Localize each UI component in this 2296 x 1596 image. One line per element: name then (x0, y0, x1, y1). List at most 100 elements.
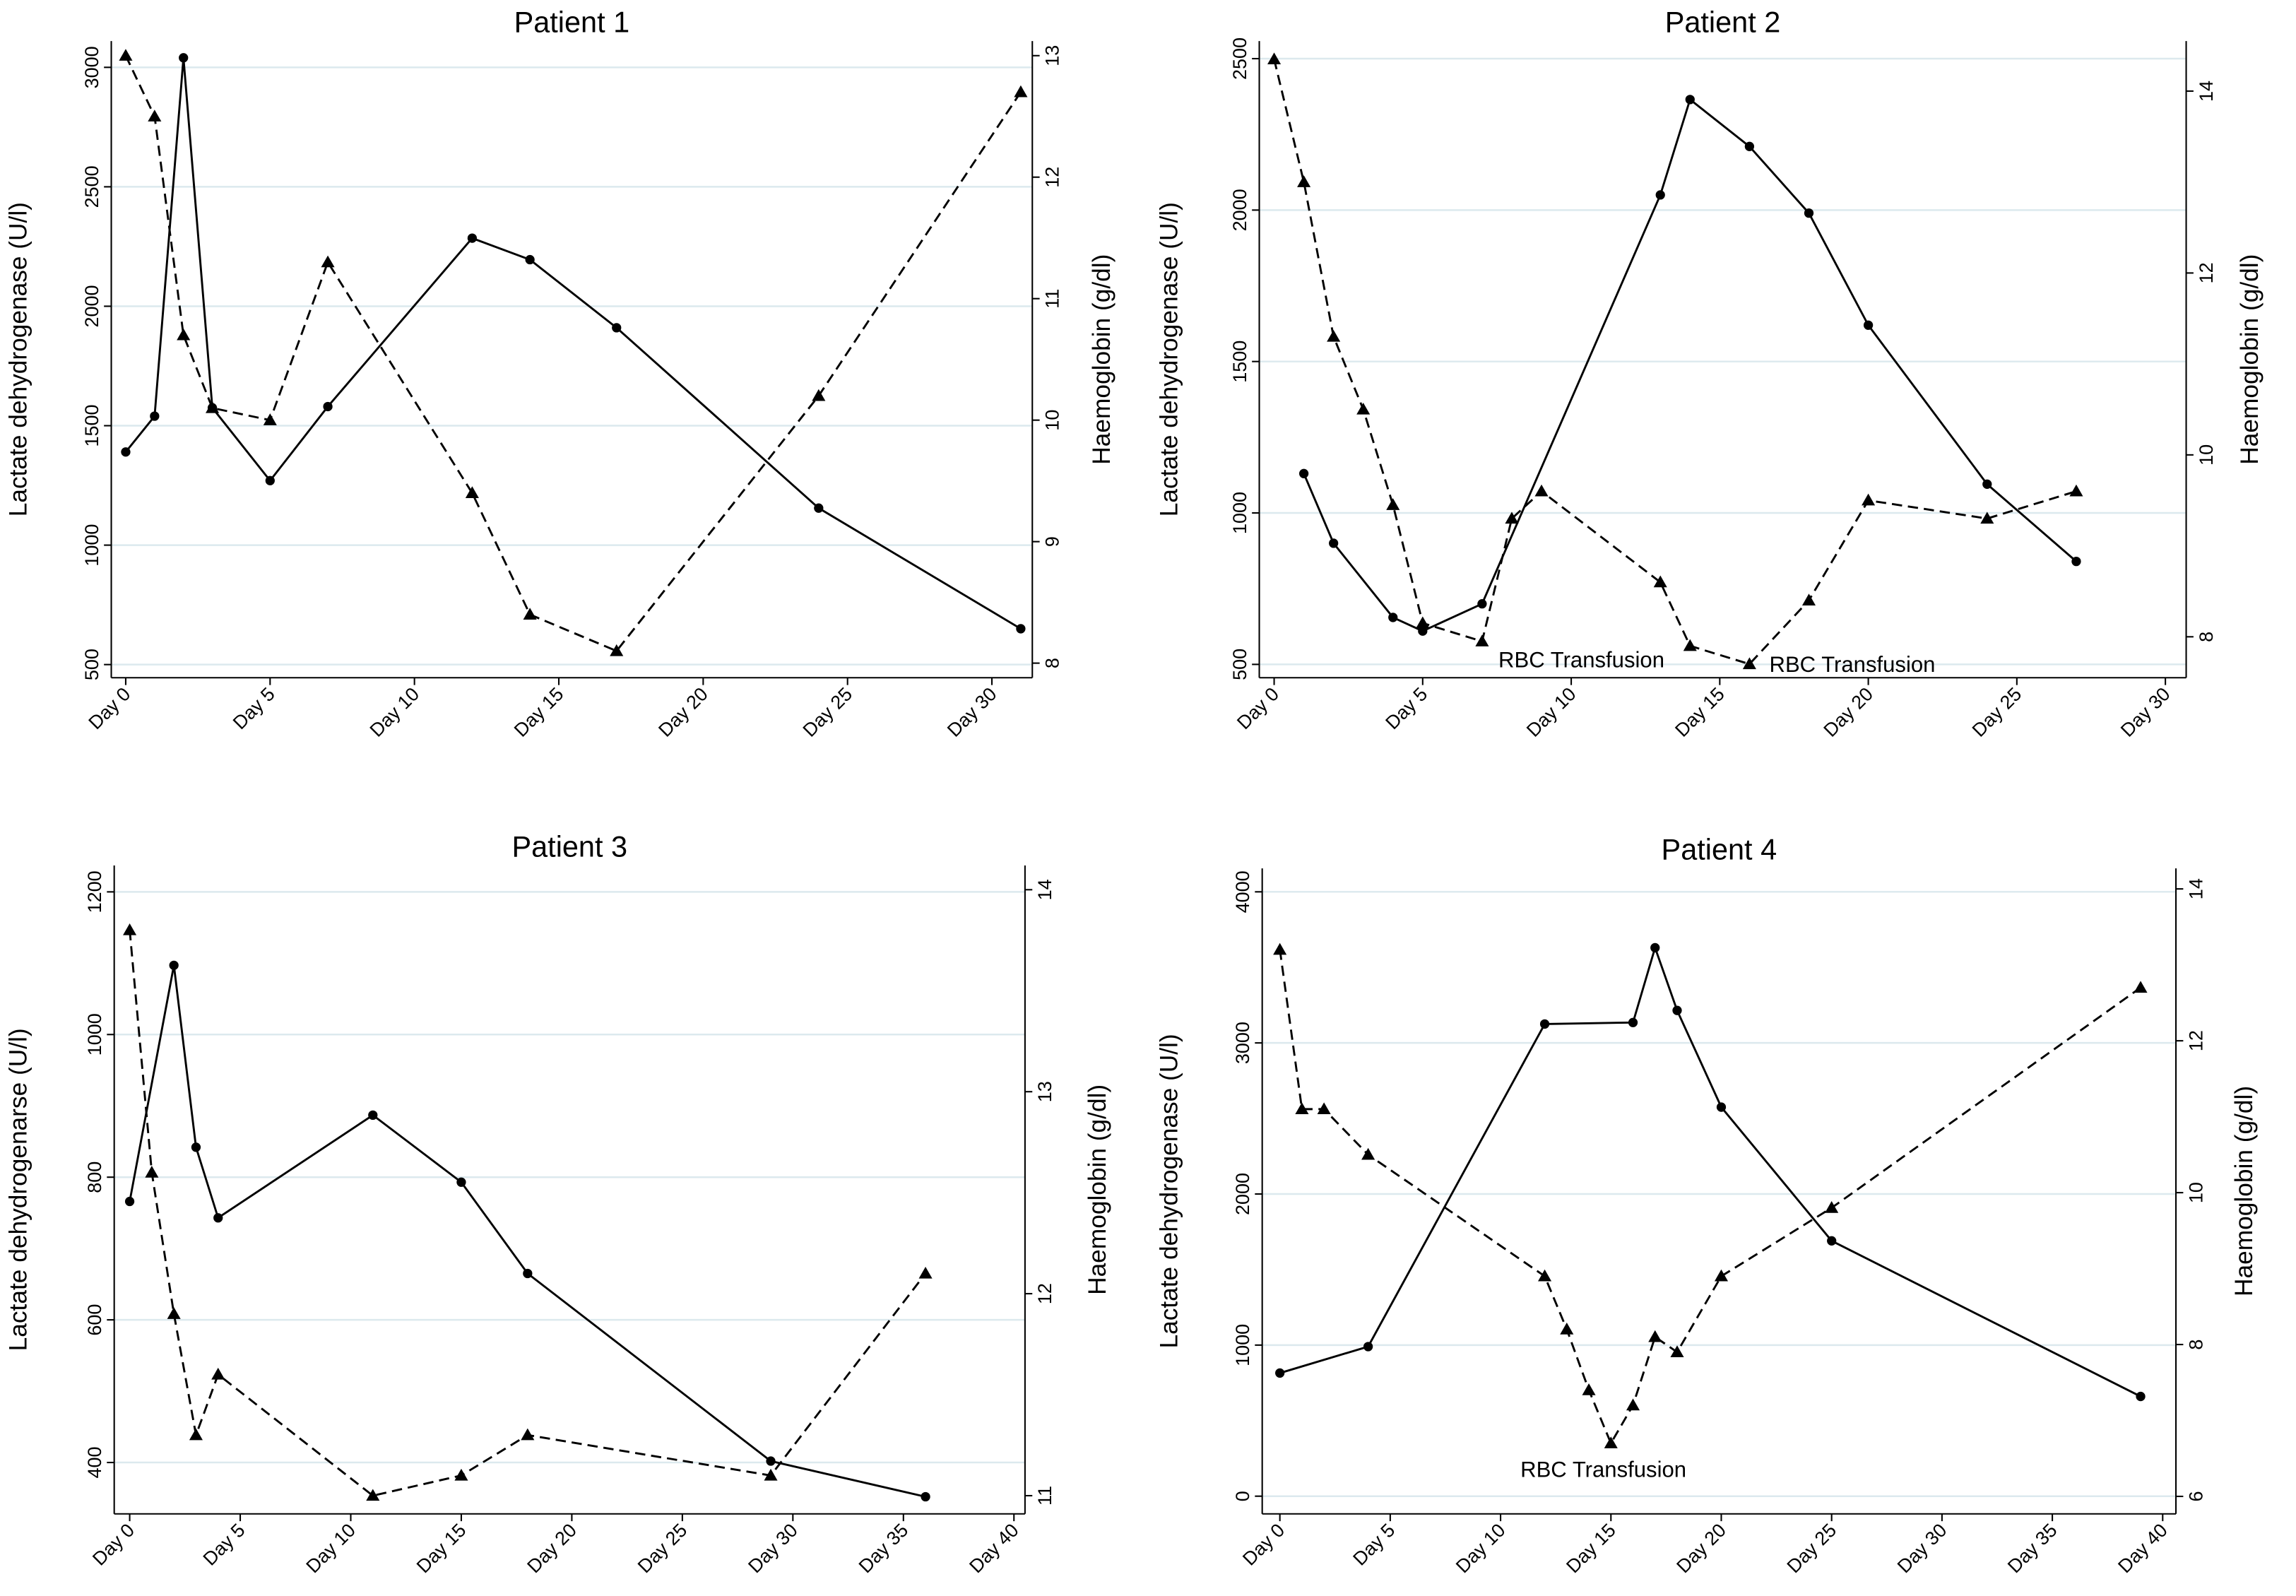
data-point (764, 1468, 778, 1481)
series-line (1273, 59, 2077, 666)
data-point (213, 1213, 223, 1223)
data-point (119, 49, 133, 61)
data-point (145, 1166, 159, 1178)
y-tick-label: 600 (84, 1304, 105, 1336)
y2-tick-label: 12 (2196, 262, 2217, 283)
chart-title: Patient 3 (512, 830, 628, 863)
annotation: RBC Transfusion (1769, 652, 1935, 677)
y2-tick-label: 12 (1034, 1283, 1055, 1304)
y2-tick-label: 13 (1034, 1081, 1055, 1102)
data-point (812, 389, 826, 401)
data-point (1655, 190, 1665, 200)
data-point (918, 1266, 933, 1279)
data-point (1361, 1147, 1375, 1160)
data-point (1363, 1342, 1373, 1352)
data-point (1683, 639, 1697, 651)
data-point (1670, 1345, 1684, 1357)
data-point (1714, 1269, 1729, 1282)
data-point (177, 328, 191, 341)
y-tick-label: 2500 (1229, 37, 1250, 80)
x-tick-label: Day 0 (1233, 683, 1283, 733)
y2-axis-label: Haemoglobin (g/dl) (1088, 254, 1116, 465)
data-point (368, 1110, 378, 1121)
data-point (456, 1177, 466, 1187)
x-tick-label: Day 30 (943, 683, 1001, 741)
y-axis-label: Lactate dehydrogenase (U/l) (4, 202, 32, 516)
x-tick-label: Day 25 (634, 1520, 692, 1578)
y2-tick-label: 10 (1042, 410, 1063, 431)
data-point (1982, 479, 1992, 489)
data-point (523, 608, 537, 620)
data-point (1648, 1330, 1662, 1342)
y2-tick-label: 14 (2196, 81, 2217, 102)
x-tick-label: Day 10 (302, 1520, 360, 1578)
y-tick-label: 500 (1229, 649, 1250, 680)
data-point (1742, 657, 1756, 670)
x-tick-label: Day 10 (366, 683, 424, 741)
data-point (265, 475, 275, 485)
x-tick-label: Day 40 (2114, 1520, 2172, 1578)
annotation: RBC Transfusion (1520, 1458, 1686, 1482)
data-point (1295, 1102, 1309, 1115)
data-point (1604, 1436, 1618, 1448)
y-tick-label: 0 (1232, 1491, 1253, 1501)
data-point (1275, 1368, 1285, 1378)
data-point (1317, 1102, 1331, 1115)
data-point (148, 110, 162, 122)
panel: 0 1000 2000 3000 4000 6 8 10 12 14 Day 0 Day 5 Day 1… (1155, 833, 2257, 1578)
data-point (191, 1142, 201, 1152)
data-point (1356, 402, 1371, 415)
x-tick-label: Day 0 (88, 1520, 138, 1570)
data-point (1388, 613, 1398, 622)
x-tick-label: Day 10 (1522, 683, 1580, 741)
series-line (124, 57, 1022, 630)
data-point (179, 53, 189, 63)
y2-tick-label: 11 (1042, 289, 1063, 309)
y-tick-label: 1200 (84, 870, 105, 913)
data-point (124, 1196, 135, 1207)
y-tick-label: 1500 (1229, 341, 1250, 383)
data-point (323, 401, 333, 412)
y2-tick-label: 12 (2185, 1030, 2206, 1051)
data-point (612, 323, 622, 333)
series-line (1303, 97, 2077, 632)
x-tick-label: Day 20 (654, 683, 712, 741)
x-tick-label: Day 15 (1562, 1520, 1620, 1578)
y-axis-label: Lactate dehydrogenarse (U/l) (4, 1028, 32, 1351)
data-point (1560, 1323, 1574, 1335)
series-line (124, 55, 1022, 653)
x-tick-label: Day 25 (1783, 1520, 1841, 1578)
y2-tick-label: 8 (2196, 632, 2217, 642)
data-point (1744, 141, 1755, 151)
x-tick-label: Day 10 (1452, 1520, 1510, 1578)
data-point (1628, 1017, 1638, 1027)
y2-axis-label: Haemoglobin (g/dl) (2236, 254, 2264, 465)
data-point (1804, 208, 1814, 218)
panel: 500 1000 1500 2000 2500 8 10 12 14 Day 0 Day 5 Day … (1155, 6, 2264, 741)
y2-tick-label: 8 (2185, 1340, 2206, 1350)
data-point (1267, 52, 1282, 65)
data-point (2069, 484, 2083, 497)
y2-tick-label: 10 (2185, 1182, 2206, 1203)
data-point (1685, 95, 1695, 105)
data-point (263, 413, 277, 425)
y-axis-label: Lactate dehydrogenase (U/l) (1155, 202, 1183, 516)
x-tick-label: Day 15 (510, 683, 568, 741)
y2-tick-label: 8 (1042, 658, 1063, 668)
x-tick-label: Day 20 (1820, 683, 1878, 741)
y2-axis-label: Haemoglobin (g/dl) (2230, 1086, 2258, 1296)
y-tick-label: 3000 (1232, 1022, 1253, 1064)
x-tick-label: Day 0 (1238, 1520, 1289, 1570)
data-point (1862, 493, 1876, 506)
data-point (2136, 1391, 2146, 1402)
x-tick-label: Day 5 (1349, 1520, 1399, 1570)
series-line (129, 965, 926, 1498)
data-point (121, 447, 131, 457)
data-point (2134, 981, 2148, 993)
data-point (1672, 1005, 1682, 1015)
data-point (1416, 616, 1430, 629)
y-tick-label: 1000 (1232, 1324, 1253, 1366)
data-point (1477, 598, 1487, 609)
x-tick-label: Day 15 (413, 1520, 471, 1578)
